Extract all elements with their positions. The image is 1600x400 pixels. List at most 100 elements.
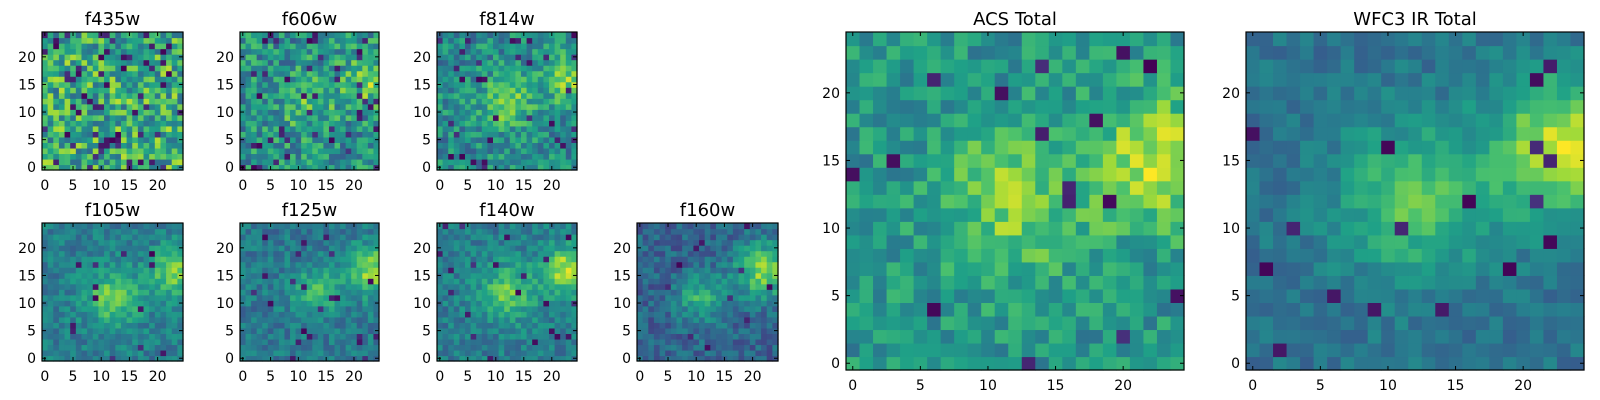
heatmap-cell xyxy=(273,267,280,274)
heatmap-cell xyxy=(284,300,291,307)
heatmap-cell xyxy=(504,54,511,61)
heatmap-cell xyxy=(171,131,178,138)
heatmap-cell xyxy=(373,283,380,290)
heatmap-cell xyxy=(1048,261,1063,276)
heatmap-cell xyxy=(549,272,556,279)
heatmap-cell xyxy=(245,349,252,357)
heatmap-cell xyxy=(356,70,363,77)
heatmap-cell xyxy=(1062,342,1077,358)
heatmap-cell xyxy=(659,261,666,268)
heatmap-cell xyxy=(509,59,516,66)
heatmap-cell xyxy=(437,114,444,121)
heatmap-cell xyxy=(251,81,258,88)
heatmap-cell xyxy=(954,315,969,331)
heatmap-cell xyxy=(306,125,313,132)
heatmap-cell xyxy=(75,32,83,39)
heatmap-cell xyxy=(1062,356,1077,371)
heatmap-cell xyxy=(245,311,252,318)
heatmap-cell xyxy=(92,355,99,362)
heatmap-cell xyxy=(481,164,488,171)
heatmap-cell xyxy=(659,228,666,235)
heatmap-cell xyxy=(900,261,915,276)
heatmap-cell xyxy=(58,81,66,88)
heatmap-cell xyxy=(571,289,578,296)
heatmap-cell xyxy=(448,32,455,39)
heatmap-cell xyxy=(453,37,460,44)
heatmap-cell xyxy=(453,142,460,149)
heatmap-cell xyxy=(47,261,54,268)
heatmap-cell xyxy=(245,65,252,72)
heatmap-cell xyxy=(290,147,297,155)
heatmap-cell xyxy=(470,32,477,39)
heatmap-cell xyxy=(278,322,286,329)
heatmap-cell xyxy=(521,114,528,121)
heatmap-cell xyxy=(493,245,500,252)
heatmap-cell xyxy=(166,283,173,290)
heatmap-cell xyxy=(92,109,99,116)
heatmap-cell xyxy=(328,109,336,116)
heatmap-cell xyxy=(75,338,83,346)
heatmap-cell xyxy=(727,272,734,279)
heatmap-cell xyxy=(126,114,133,121)
heatmap-cell xyxy=(104,245,111,252)
heatmap-cell xyxy=(1170,342,1185,358)
heatmap-cell xyxy=(1021,329,1036,344)
heatmap-cell xyxy=(670,289,678,296)
heatmap-cell xyxy=(64,283,71,290)
heatmap-cell xyxy=(487,300,494,307)
heatmap-cell xyxy=(470,223,477,230)
heatmap-cell xyxy=(70,327,77,334)
heatmap-cell xyxy=(160,37,167,44)
y-tick-label: 20 xyxy=(18,241,36,257)
heatmap-cell xyxy=(1089,288,1104,303)
heatmap-cell xyxy=(47,120,54,127)
heatmap-cell xyxy=(262,322,269,329)
heatmap-cell xyxy=(459,54,466,61)
heatmap-cell xyxy=(487,250,494,257)
heatmap-cell xyxy=(543,245,550,252)
heatmap-cell xyxy=(549,59,556,66)
heatmap-cell xyxy=(543,261,550,268)
heatmap-cell xyxy=(177,261,184,268)
heatmap-cell xyxy=(278,245,286,252)
heatmap-cell xyxy=(642,223,649,230)
heatmap-cell xyxy=(284,322,291,329)
heatmap-cell xyxy=(301,300,308,307)
heatmap-cell xyxy=(1075,356,1090,371)
heatmap-cell xyxy=(498,283,505,290)
heatmap-cell xyxy=(115,338,122,346)
heatmap-cell xyxy=(465,333,472,340)
heatmap-cell xyxy=(334,54,341,61)
heatmap-cell xyxy=(637,228,644,235)
heatmap-cell xyxy=(284,283,291,290)
heatmap-cell xyxy=(256,142,263,149)
heatmap-cell xyxy=(659,278,666,285)
heatmap-cell xyxy=(732,338,740,346)
heatmap-cell xyxy=(362,43,369,50)
heatmap-cell xyxy=(323,272,330,279)
heatmap-cell xyxy=(493,228,500,235)
heatmap-cell xyxy=(537,245,544,252)
heatmap-cell xyxy=(115,147,122,155)
heatmap-cell xyxy=(504,322,511,329)
heatmap-cell xyxy=(109,245,116,252)
heatmap-cell xyxy=(710,283,717,290)
heatmap-cell xyxy=(75,48,83,55)
heatmap-cell xyxy=(166,142,173,149)
heatmap-cell xyxy=(442,37,449,44)
heatmap-cell xyxy=(448,344,455,351)
heatmap-cell xyxy=(137,250,145,257)
heatmap-cell xyxy=(154,92,162,99)
heatmap-cell xyxy=(328,355,336,362)
heatmap-cell xyxy=(295,147,302,155)
heatmap-cell xyxy=(465,228,472,235)
heatmap-cell xyxy=(470,316,477,323)
heatmap-cell xyxy=(160,256,167,263)
heatmap-cell xyxy=(362,92,369,99)
heatmap-cell xyxy=(53,87,60,94)
heatmap-cell xyxy=(693,245,700,252)
heatmap-cell xyxy=(927,248,942,263)
heatmap-cell xyxy=(560,289,567,296)
heatmap-cell xyxy=(900,275,915,290)
heatmap-cell xyxy=(504,43,511,50)
